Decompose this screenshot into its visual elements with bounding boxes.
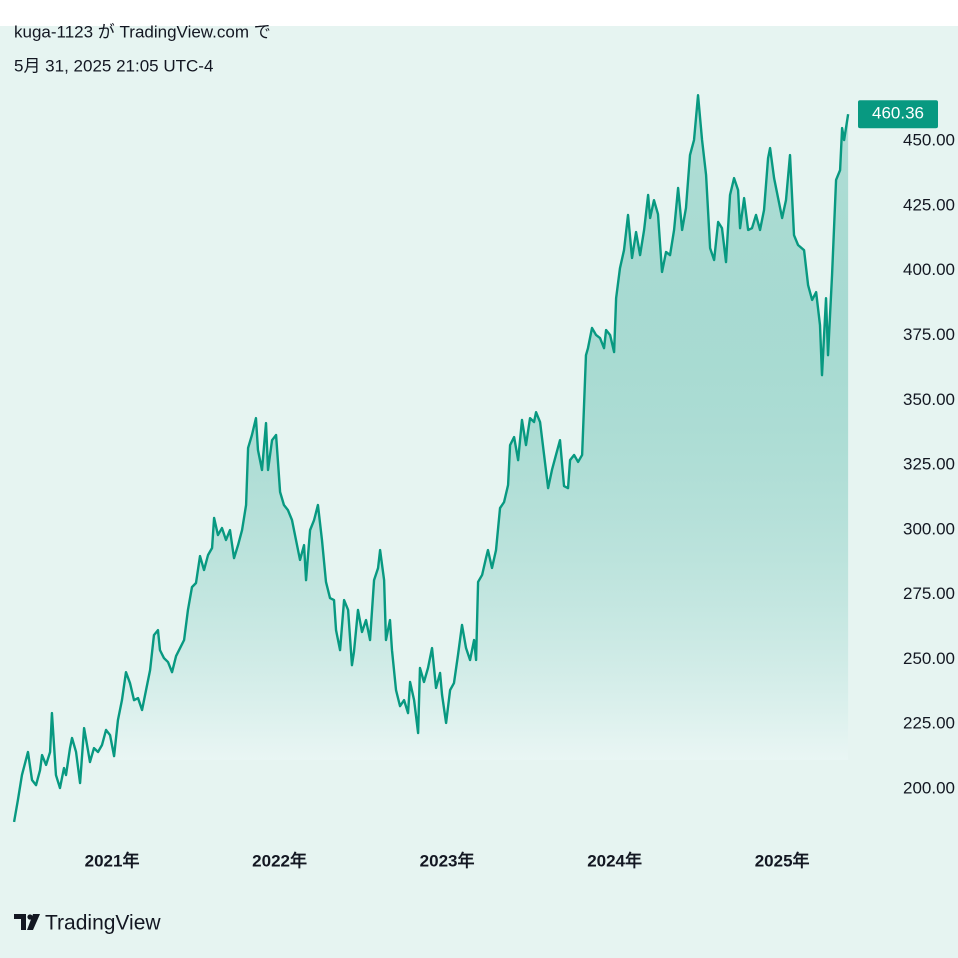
x-tick-label: 2021年 bbox=[85, 850, 140, 870]
logo-text: TradingView bbox=[45, 912, 161, 935]
last-price-tag bbox=[858, 100, 938, 129]
logo-mark bbox=[14, 914, 26, 930]
y-tick-label: 425.00 bbox=[903, 195, 955, 214]
last-price-label: 460.36 bbox=[872, 104, 924, 123]
x-tick-label: 2025年 bbox=[755, 850, 810, 870]
y-tick-label: 250.00 bbox=[903, 649, 955, 668]
y-tick-label: 400.00 bbox=[903, 260, 955, 279]
x-tick-label: 2024年 bbox=[587, 850, 642, 870]
logo-dot bbox=[27, 914, 33, 920]
y-tick-label: 200.00 bbox=[903, 779, 955, 798]
y-tick-label: 300.00 bbox=[903, 519, 955, 538]
logo: TradingView bbox=[14, 912, 161, 935]
y-tick-label: 325.00 bbox=[903, 455, 955, 474]
x-tick-label: 2023年 bbox=[420, 850, 475, 870]
y-tick-label: 275.00 bbox=[903, 584, 955, 603]
header-author: kuga-1123 が TradingView.com で bbox=[14, 22, 271, 41]
area-fill bbox=[14, 95, 849, 760]
logo-mark bbox=[27, 914, 40, 930]
y-tick-label: 225.00 bbox=[903, 714, 955, 733]
x-tick-label: 2022年 bbox=[252, 850, 307, 870]
plot-area bbox=[12, 94, 850, 823]
price-line bbox=[12, 94, 850, 823]
y-tick-label: 450.00 bbox=[903, 131, 955, 150]
top-strip bbox=[0, 0, 958, 26]
header-timestamp: 5月 31, 2025 21:05 UTC-4 bbox=[14, 56, 213, 75]
y-tick-label: 350.00 bbox=[903, 390, 955, 409]
y-tick-label: 375.00 bbox=[903, 325, 955, 344]
